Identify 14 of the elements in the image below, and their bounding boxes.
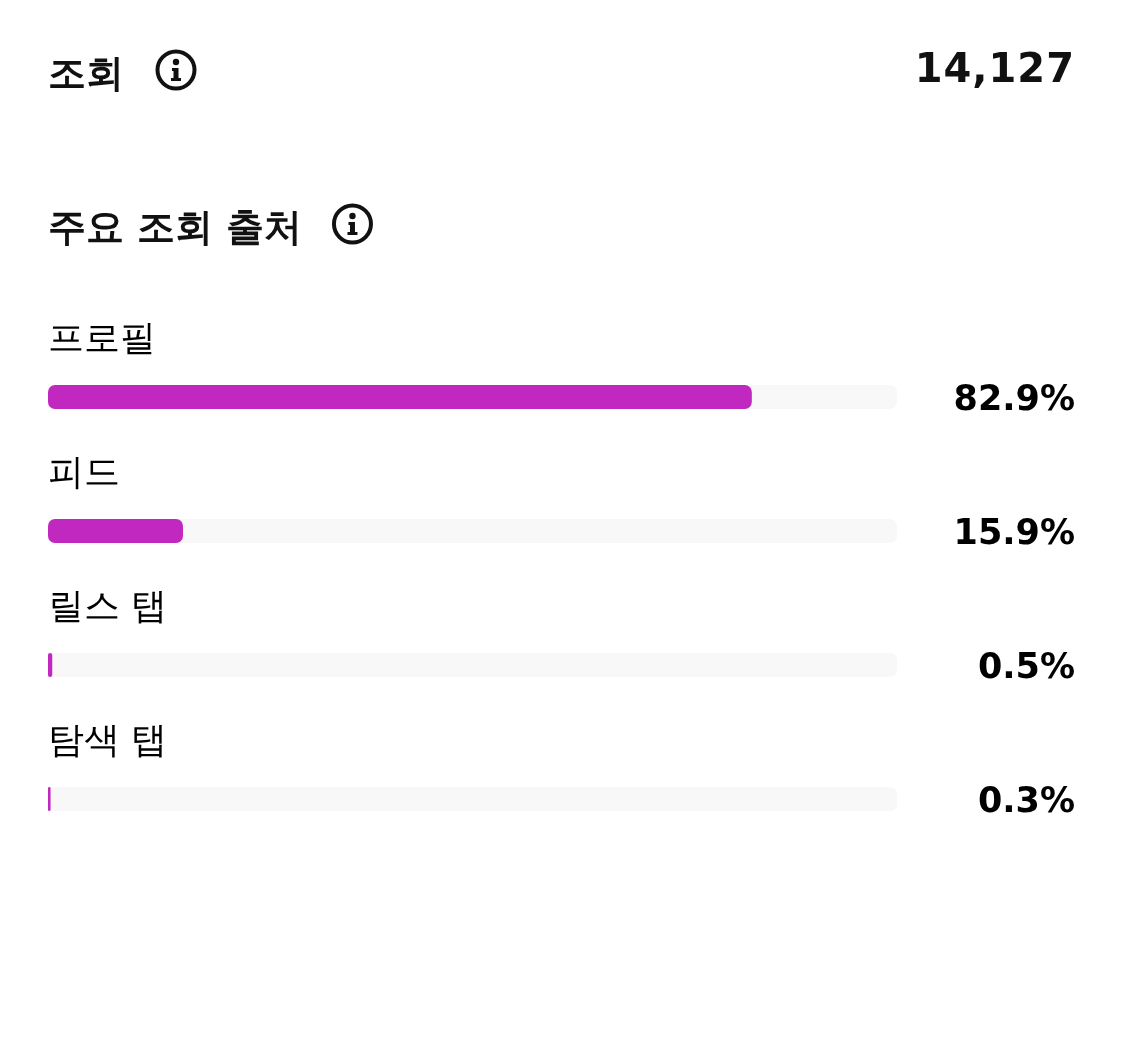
data-label: 0.3% <box>977 780 1075 820</box>
y-tick-label: 탐색 탭 <box>48 719 168 760</box>
data-label: 0.5% <box>977 646 1075 686</box>
y-tick-label: 피드 <box>48 451 120 492</box>
y-tick-label: 프로필 <box>48 317 156 358</box>
data-label: 82.9% <box>953 378 1075 418</box>
bar <box>48 653 53 677</box>
bar <box>48 519 183 543</box>
data-label: 15.9% <box>953 512 1075 552</box>
y-tick-label: 릴스 탭 <box>48 585 168 626</box>
text: 14,127 <box>914 45 1075 91</box>
bar <box>48 787 51 811</box>
text: 조회 <box>48 51 124 95</box>
chart-title: 주요 조회 출처 <box>48 205 303 249</box>
